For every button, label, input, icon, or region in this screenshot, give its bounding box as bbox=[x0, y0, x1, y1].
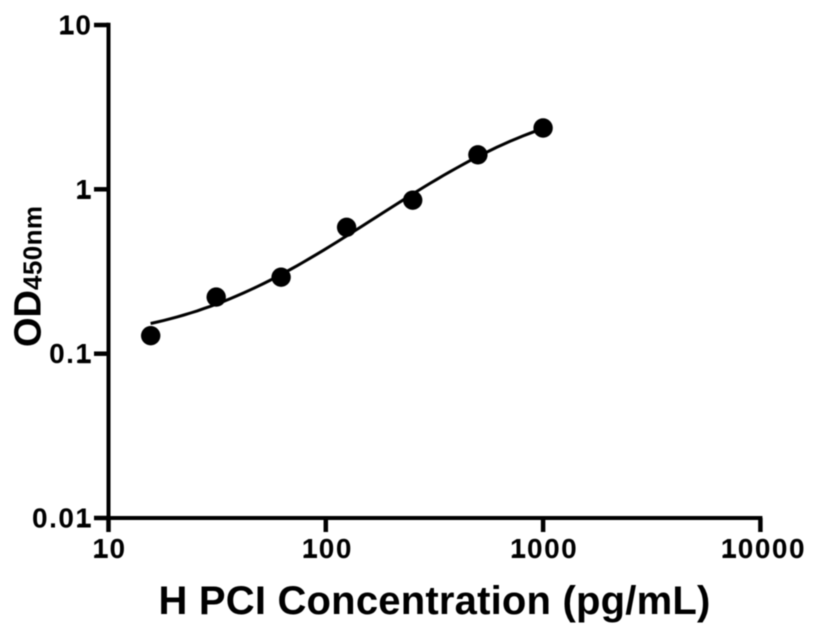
svg-text:1: 1 bbox=[75, 174, 92, 205]
svg-text:10: 10 bbox=[92, 533, 126, 564]
svg-text:0.01: 0.01 bbox=[32, 503, 93, 534]
svg-text:1000: 1000 bbox=[510, 533, 578, 564]
svg-text:H PCI Concentration (pg/mL): H PCI Concentration (pg/mL) bbox=[158, 579, 710, 623]
svg-text:10: 10 bbox=[58, 10, 92, 41]
svg-text:100: 100 bbox=[302, 533, 353, 564]
svg-text:0.1: 0.1 bbox=[49, 338, 92, 369]
svg-text:10000: 10000 bbox=[721, 533, 806, 564]
